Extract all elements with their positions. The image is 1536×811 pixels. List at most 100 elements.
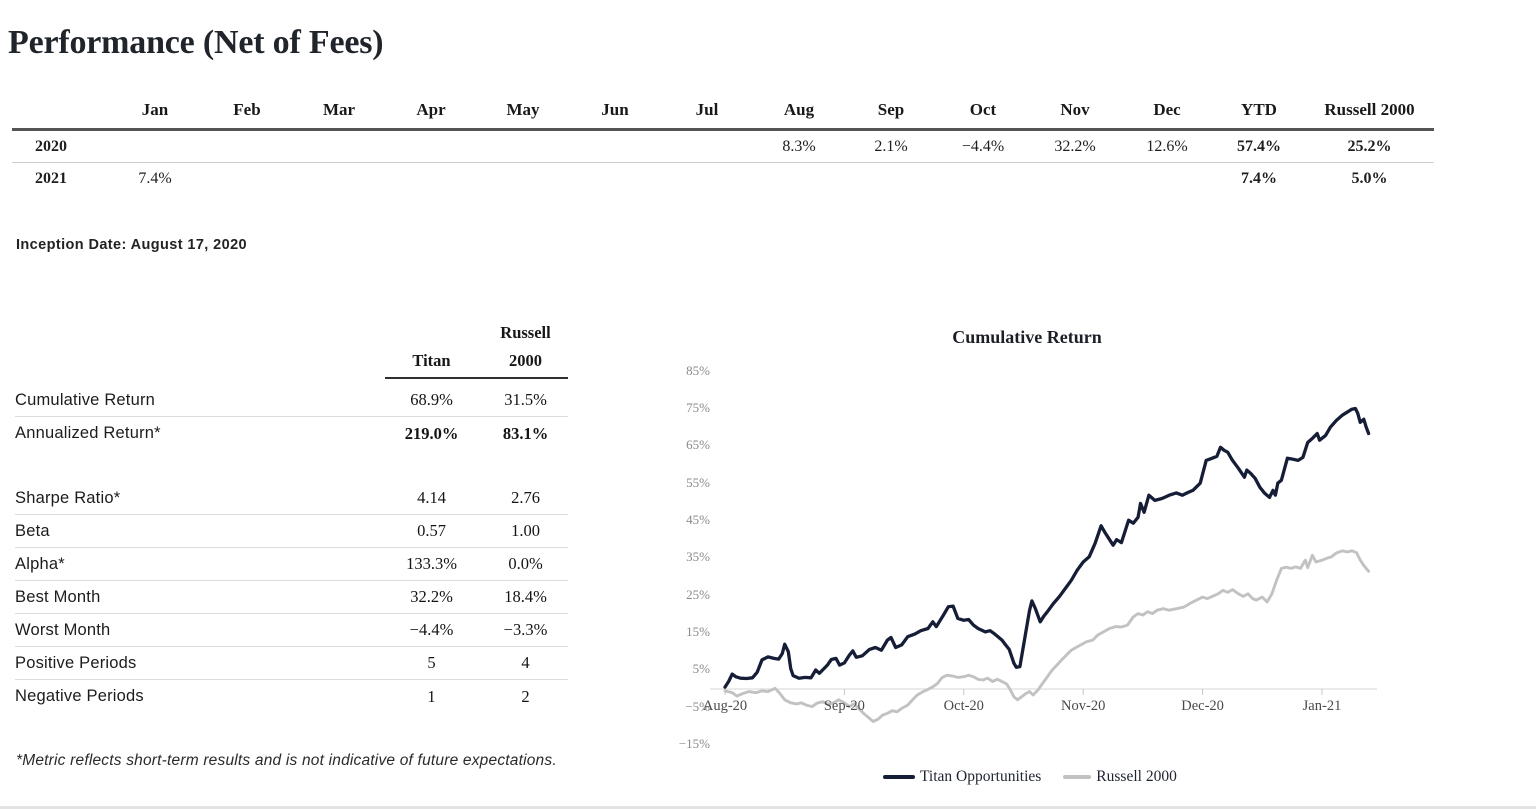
y-axis-label: 25% [686, 586, 710, 602]
y-axis-label: 35% [686, 549, 710, 565]
stat-row: Annualized Return* 219.0% 83.1% [15, 417, 568, 450]
y-axis-label: 5% [692, 661, 710, 677]
page-bottom-rule [0, 806, 1536, 809]
stat-label: Negative Periods [15, 687, 144, 705]
stat-value-titan: 5 [427, 653, 436, 672]
stat-value-russell: 2 [521, 686, 530, 706]
stat-value-russell: 0.0% [508, 554, 543, 573]
monthly-value-cell [201, 129, 293, 163]
stats-header-row-1: Russell [15, 319, 568, 343]
stat-value-russell: 2.76 [511, 488, 540, 507]
stat-value-russell: 4 [521, 653, 530, 672]
column-header-may: May [477, 94, 569, 131]
stat-row: Cumulative Return 68.9% 31.5% [15, 384, 568, 417]
column-header-ytd: YTD [1213, 94, 1305, 131]
legend-item-russell-2000: Russell 2000 [1063, 768, 1177, 786]
legend-label-titan-opportunities: Titan Opportunities [920, 768, 1042, 785]
chart-title: Cumulative Return [952, 327, 1102, 347]
stat-label: Annualized Return* [15, 424, 161, 442]
monthly-value-cell: 7.4% [138, 170, 172, 188]
column-header-nov: Nov [1029, 94, 1121, 131]
stat-value-titan: 32.2% [410, 587, 453, 606]
monthly-value-cell [109, 129, 201, 163]
year-column-header [12, 94, 109, 131]
legend-item-titan-opportunities: Titan Opportunities [883, 768, 1041, 786]
year-cell: 2021 [35, 170, 67, 188]
y-axis-label: 15% [686, 623, 710, 639]
stat-label: Sharpe Ratio* [15, 488, 121, 507]
russell-2000-value-cell: 5.0% [1351, 170, 1388, 188]
y-axis-label: 55% [686, 474, 710, 490]
monthly-value-cell [1029, 163, 1121, 196]
x-axis-label: Dec-20 [1181, 698, 1224, 714]
monthly-row-2020: 2020 8.3% 2.1% −4.4% 32.2% 12.6% 57.4% 25.2% [12, 129, 1434, 163]
cumulative-return-plot [710, 406, 1377, 723]
x-axis-label: Oct-20 [943, 698, 984, 714]
stat-label: Best Month [15, 587, 101, 606]
y-axis-label: 75% [686, 399, 710, 415]
stat-row: Alpha* 133.3% 0.0% [15, 548, 568, 581]
performance-stats-table: Russell Titan 2000 Cumulative Return 68.9… [15, 319, 568, 713]
stats-header-row-2: Titan 2000 [15, 343, 568, 377]
column-header-oct: Oct [937, 94, 1029, 131]
stat-value-russell: 31.5% [504, 390, 547, 409]
stats-header-russell-line2: 2000 [509, 351, 542, 370]
stat-label: Worst Month [15, 620, 111, 639]
y-axis-label: −5% [685, 698, 710, 714]
stat-row: Sharpe Ratio* 4.14 2.76 [15, 482, 568, 515]
column-header-mar: Mar [293, 94, 385, 131]
chart-legend: Titan Opportunities Russell 2000 [883, 768, 1177, 786]
page-title: Performance (Net of Fees) [8, 24, 384, 61]
russell-2000-series-line [723, 549, 1371, 723]
stats-header-russell-line1: Russell [500, 323, 551, 342]
year-cell: 2020 [12, 129, 109, 163]
monthly-value-cell [293, 129, 385, 163]
monthly-value-cell [385, 129, 477, 163]
legend-swatch-titan-opportunities [883, 775, 915, 779]
stat-label: Cumulative Return [15, 390, 156, 409]
x-axis-label: Aug-20 [702, 698, 748, 714]
stat-value-russell: −3.3% [503, 620, 548, 639]
stat-row: Beta 0.57 1.00 [15, 515, 568, 548]
stat-value-titan: 219.0% [404, 423, 459, 443]
stat-value-titan: 133.3% [406, 554, 457, 573]
stat-row: Best Month 32.2% 18.4% [15, 581, 568, 614]
stat-value-titan: 4.14 [417, 488, 446, 507]
column-header-apr: Apr [385, 94, 477, 131]
monthly-value-cell [661, 163, 753, 196]
legend-label-russell-2000: Russell 2000 [1096, 768, 1177, 785]
monthly-value-cell: 32.2% [1029, 129, 1121, 163]
stat-value-russell: 83.1% [502, 423, 549, 443]
monthly-value-cell [477, 163, 569, 196]
russell-2000-value-cell: 25.2% [1305, 129, 1434, 163]
monthly-value-cell [569, 129, 661, 163]
stat-value-titan: 0.57 [417, 521, 446, 540]
column-header-jul: Jul [661, 94, 753, 131]
column-header-russell-2000: Russell 2000 [1305, 94, 1434, 131]
monthly-value-cell: 2.1% [845, 129, 937, 163]
monthly-value-cell: 8.3% [753, 129, 845, 163]
x-axis-label: Jan-21 [1302, 698, 1342, 714]
stat-row: Negative Periods 1 2 [15, 680, 568, 713]
x-axis-label: Sep-20 [823, 698, 865, 714]
monthly-value-cell [661, 129, 753, 163]
y-axis-label: 85% [686, 362, 710, 378]
stat-value-titan: 68.9% [410, 390, 453, 409]
stat-label: Alpha* [15, 554, 65, 573]
monthly-value-cell [477, 129, 569, 163]
y-axis-label: 45% [686, 511, 710, 527]
stat-row: Positive Periods 5 4 [15, 647, 568, 680]
titan-opportunities-series-line [723, 406, 1371, 689]
monthly-row-2021: 2021 7.4% 7.4% 5.0% [12, 163, 1434, 196]
monthly-value-cell [385, 163, 477, 196]
y-axis-label: 65% [686, 437, 710, 453]
stat-value-russell: 1.00 [511, 521, 540, 540]
monthly-value-cell [937, 163, 1029, 196]
legend-swatch-russell-2000 [1063, 775, 1092, 779]
stat-value-russell: 18.4% [504, 587, 547, 606]
monthly-value-cell [201, 163, 293, 196]
monthly-value-cell: 12.6% [1121, 129, 1213, 163]
stat-label: Beta [15, 521, 50, 540]
performance-footnote: *Metric reflects short-term results and … [16, 752, 557, 769]
